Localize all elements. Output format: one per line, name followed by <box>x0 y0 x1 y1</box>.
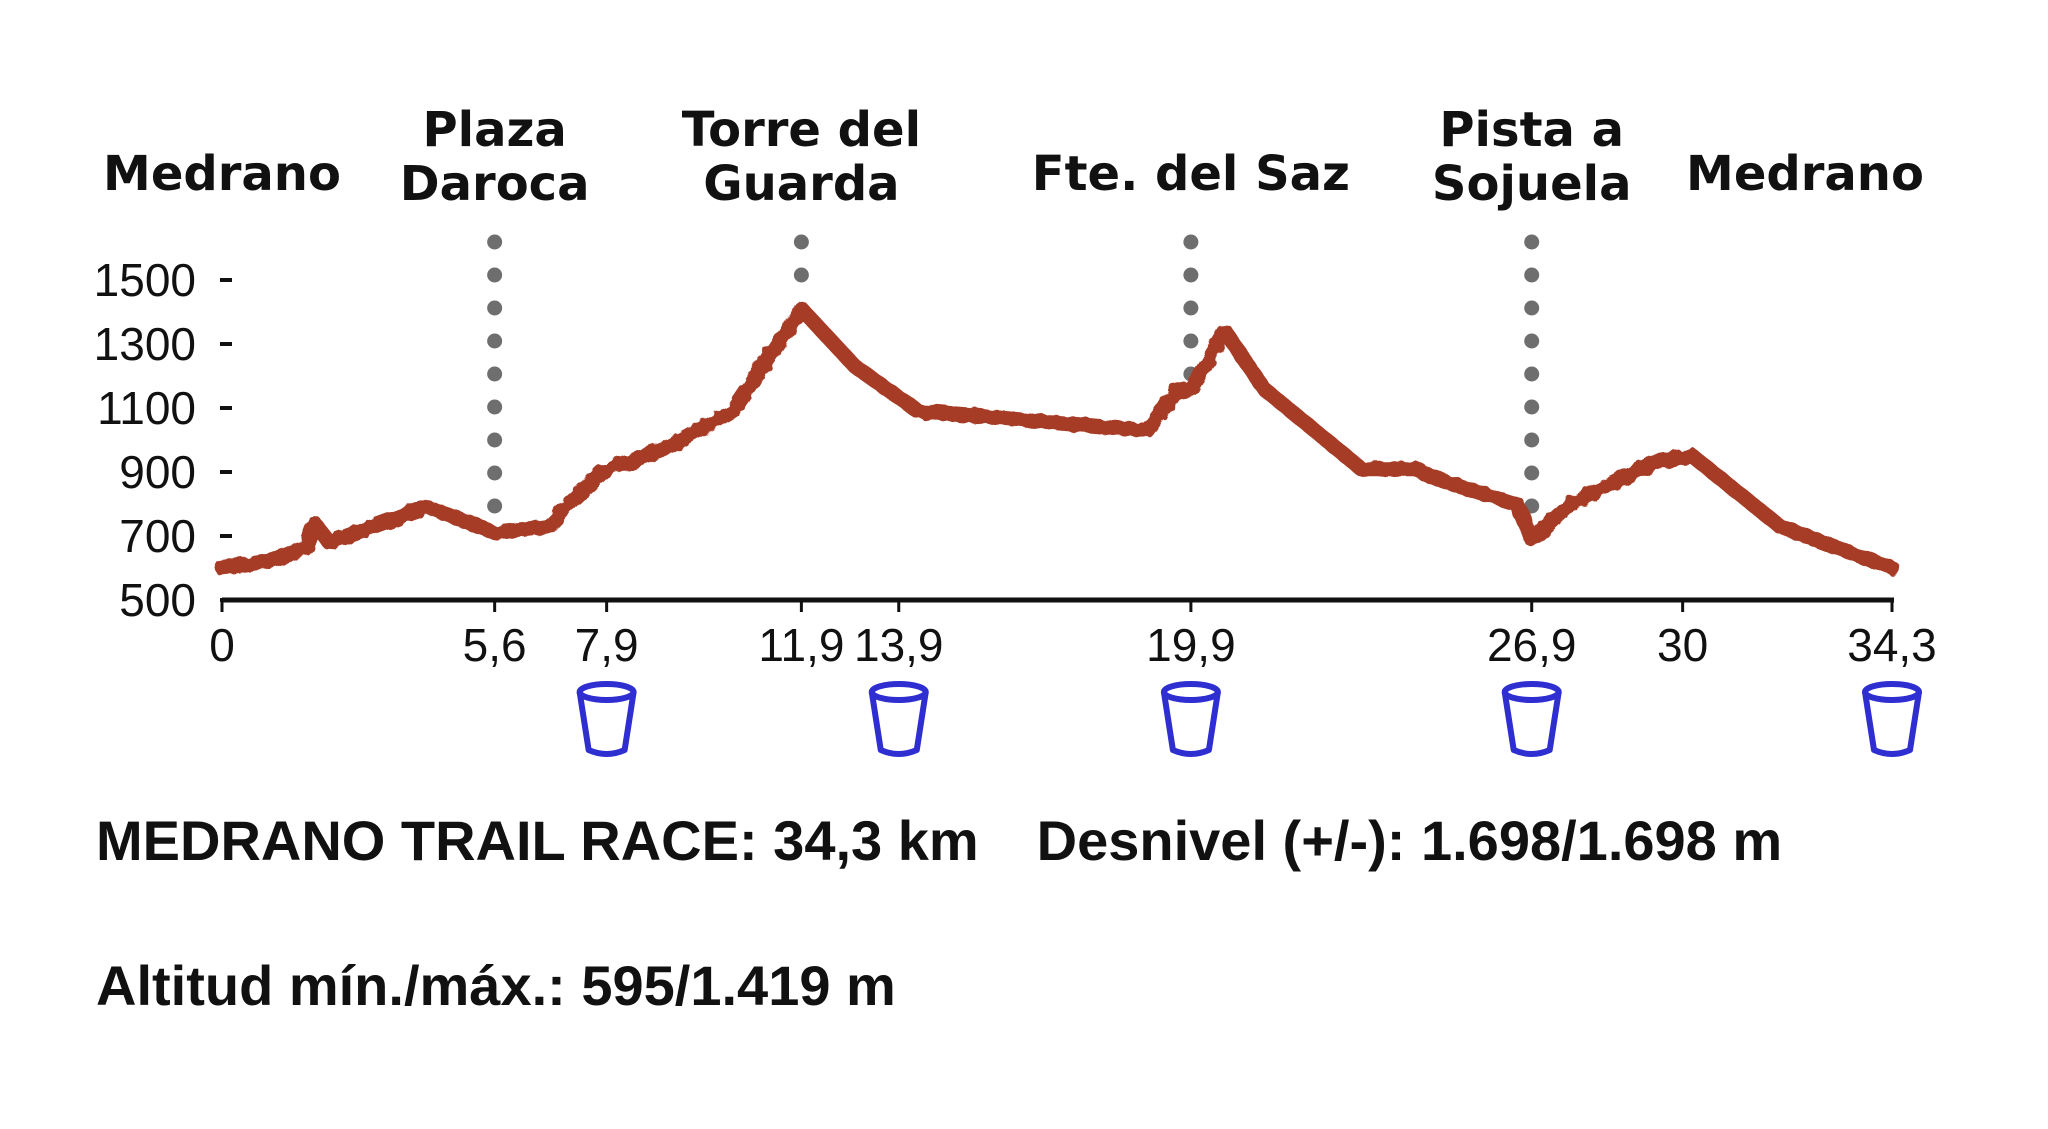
waypoint-marker-dot <box>487 399 503 415</box>
cup-body <box>1862 691 1922 757</box>
waypoint-marker-dot <box>1183 333 1199 349</box>
waypoint-label-line: Fte. del Saz <box>1032 146 1350 202</box>
waypoint-marker-dot <box>1524 267 1540 283</box>
waypoint-marker-dot <box>1524 498 1540 514</box>
waypoint-label-line: Torre del <box>682 102 921 158</box>
waypoint-marker-dot <box>487 432 503 448</box>
y-tick-label: 700 <box>119 510 196 562</box>
waypoint-marker-dot <box>1524 333 1540 349</box>
waypoint-marker-dot <box>793 234 809 250</box>
x-tick-label: 19,9 <box>1146 619 1236 671</box>
aid-station-cup-icon <box>1501 681 1562 757</box>
cup-body <box>576 691 637 757</box>
race-summary-line: MEDRANO TRAIL RACE: 34,3 km Desnivel (+/-… <box>96 808 1782 873</box>
y-tick-label: 1100 <box>97 382 196 434</box>
waypoint-label-line: Medrano <box>103 146 341 202</box>
waypoint-label-line: Sojuela <box>1432 156 1632 212</box>
waypoint-label-line: Medrano <box>1686 146 1924 202</box>
waypoint-marker-dot <box>487 234 503 250</box>
waypoint-label-line: Guarda <box>703 156 899 212</box>
cup-rim <box>868 681 929 703</box>
cup-rim <box>1862 681 1922 703</box>
x-tick-label: 5,6 <box>463 619 527 671</box>
y-tick-label: 900 <box>119 446 196 498</box>
waypoint-marker-dot <box>487 300 503 316</box>
race-distance-text: MEDRANO TRAIL RACE: 34,3 km <box>96 809 979 872</box>
waypoint-marker-dot <box>793 267 809 283</box>
y-tick-label: 500 <box>119 574 196 626</box>
x-tick-label: 0 <box>209 619 235 671</box>
waypoint-marker-dot <box>487 465 503 481</box>
x-tick-label: 34,3 <box>1847 619 1937 671</box>
waypoint-marker-dot <box>1524 234 1540 250</box>
cup-rim <box>1501 681 1562 703</box>
waypoint-marker-dot <box>487 366 503 382</box>
altitude-range-line: Altitud mín./máx.: 595/1.419 m <box>96 953 896 1018</box>
cup-rim <box>1160 681 1221 703</box>
x-tick-label: 7,9 <box>575 619 639 671</box>
aid-station-cup-icon <box>1160 681 1221 757</box>
waypoint-marker-dot <box>1183 300 1199 316</box>
aid-station-cup-icon <box>576 681 637 757</box>
waypoint-label: Medrano <box>103 146 341 202</box>
waypoint-marker-dot <box>487 267 503 283</box>
altitude-range-text: Altitud mín./máx.: 595/1.419 m <box>96 954 896 1017</box>
waypoint-marker-dot <box>1524 366 1540 382</box>
waypoint-marker-dot <box>487 333 503 349</box>
elevation-profile-line <box>214 301 1900 576</box>
y-tick-label: 1500 <box>94 254 196 306</box>
waypoint-marker-dot <box>1183 267 1199 283</box>
cup-rim <box>576 681 637 703</box>
x-tick-label: 26,9 <box>1487 619 1577 671</box>
waypoint-marker-dot <box>1524 399 1540 415</box>
cup-body <box>1160 691 1221 757</box>
x-tick-label: 11,9 <box>758 619 844 671</box>
waypoint-marker-dot <box>1183 234 1199 250</box>
waypoint-marker-dot <box>1524 300 1540 316</box>
waypoint-marker-dot <box>1524 465 1540 481</box>
x-tick-label: 13,9 <box>854 619 944 671</box>
waypoint-marker-dot <box>1524 432 1540 448</box>
waypoint-label-line: Daroca <box>400 156 590 212</box>
cup-body <box>1501 691 1562 757</box>
waypoint-label-line: Pista a <box>1439 102 1624 158</box>
aid-station-cup-icon <box>1862 681 1922 757</box>
waypoint-label-line: Plaza <box>422 102 566 158</box>
y-tick-label: 1300 <box>94 318 196 370</box>
cup-body <box>868 691 929 757</box>
waypoint-label: Medrano <box>1686 146 1924 202</box>
waypoint-label: Fte. del Saz <box>1032 146 1350 202</box>
waypoint-marker-dot <box>487 498 503 514</box>
elevation-gain-text: Desnivel (+/-): 1.698/1.698 m <box>1036 809 1783 872</box>
x-tick-label: 30 <box>1657 619 1708 671</box>
aid-station-cup-icon <box>868 681 929 757</box>
